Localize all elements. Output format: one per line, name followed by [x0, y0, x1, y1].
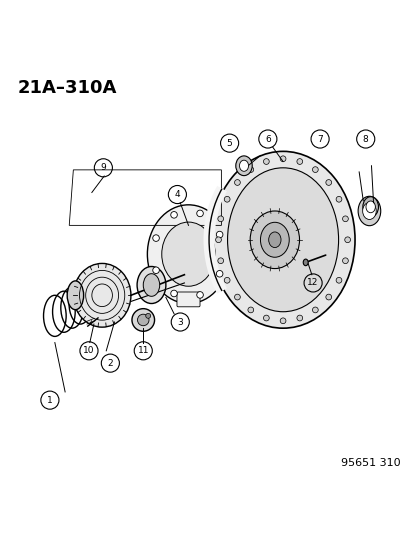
- Text: 1: 1: [47, 395, 53, 405]
- Text: 10: 10: [83, 346, 95, 356]
- Circle shape: [247, 307, 253, 313]
- Circle shape: [342, 216, 347, 222]
- Circle shape: [312, 167, 318, 173]
- Circle shape: [296, 159, 302, 164]
- Ellipse shape: [211, 151, 354, 328]
- Ellipse shape: [357, 196, 380, 225]
- Circle shape: [325, 294, 331, 300]
- Ellipse shape: [249, 211, 299, 269]
- Circle shape: [263, 159, 268, 164]
- Ellipse shape: [362, 197, 377, 217]
- Circle shape: [234, 180, 240, 185]
- Circle shape: [296, 315, 302, 321]
- Ellipse shape: [143, 274, 159, 296]
- Text: 4: 4: [174, 190, 180, 199]
- Circle shape: [342, 258, 347, 264]
- Text: 95651 310: 95651 310: [340, 458, 399, 468]
- Ellipse shape: [161, 222, 215, 286]
- Circle shape: [312, 307, 318, 313]
- Circle shape: [152, 267, 159, 273]
- Circle shape: [247, 167, 253, 173]
- Ellipse shape: [268, 232, 280, 248]
- Circle shape: [224, 277, 230, 283]
- Circle shape: [335, 277, 341, 283]
- Text: 6: 6: [264, 134, 270, 143]
- Ellipse shape: [132, 309, 154, 332]
- Circle shape: [280, 318, 285, 324]
- Ellipse shape: [362, 203, 375, 220]
- Text: 8: 8: [362, 134, 368, 143]
- Ellipse shape: [67, 281, 83, 310]
- Circle shape: [196, 292, 203, 298]
- Circle shape: [280, 156, 285, 161]
- Ellipse shape: [302, 259, 307, 265]
- Circle shape: [170, 212, 177, 218]
- Ellipse shape: [147, 205, 229, 303]
- Ellipse shape: [365, 201, 375, 213]
- Circle shape: [224, 196, 230, 202]
- Circle shape: [215, 237, 221, 243]
- Text: 7: 7: [316, 134, 322, 143]
- Text: 11: 11: [137, 346, 149, 356]
- Circle shape: [325, 180, 331, 185]
- Circle shape: [335, 196, 341, 202]
- Circle shape: [196, 210, 203, 217]
- Circle shape: [217, 258, 223, 264]
- Circle shape: [152, 235, 159, 241]
- Ellipse shape: [137, 266, 166, 303]
- Ellipse shape: [235, 156, 252, 175]
- Text: 2: 2: [107, 359, 113, 368]
- Circle shape: [344, 237, 350, 243]
- Circle shape: [234, 294, 240, 300]
- Circle shape: [216, 231, 222, 238]
- Text: 5: 5: [226, 139, 232, 148]
- Circle shape: [170, 290, 177, 297]
- Text: 9: 9: [100, 163, 106, 172]
- Ellipse shape: [73, 263, 131, 327]
- Circle shape: [217, 216, 223, 222]
- Ellipse shape: [145, 313, 150, 318]
- Ellipse shape: [239, 160, 248, 171]
- Text: 3: 3: [177, 318, 183, 327]
- Text: 21A–310A: 21A–310A: [18, 79, 117, 98]
- FancyBboxPatch shape: [176, 292, 199, 307]
- Ellipse shape: [137, 314, 149, 326]
- Ellipse shape: [227, 168, 338, 312]
- Circle shape: [263, 315, 268, 321]
- Ellipse shape: [260, 222, 289, 257]
- Circle shape: [216, 270, 222, 277]
- Text: 12: 12: [307, 278, 318, 287]
